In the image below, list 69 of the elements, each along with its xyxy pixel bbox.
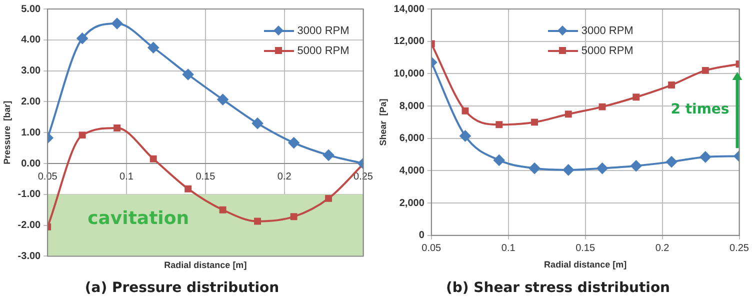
x-tick-label: 0.1 bbox=[501, 243, 516, 254]
y-axis-title: Pressure [bar] bbox=[2, 100, 12, 164]
annotation: 2 times bbox=[670, 102, 730, 118]
point bbox=[666, 156, 678, 168]
y-tick-label: 2,000 bbox=[399, 198, 425, 209]
point bbox=[564, 110, 572, 118]
point bbox=[290, 213, 298, 220]
y-tick-label: 0 bbox=[418, 230, 425, 242]
point bbox=[252, 118, 264, 129]
point bbox=[531, 118, 538, 126]
point bbox=[184, 185, 192, 192]
y-tick-label: 8,000 bbox=[399, 100, 425, 112]
text: (b) Shear stress distribution bbox=[446, 280, 670, 296]
x-tick-label: 0.2 bbox=[277, 171, 292, 182]
point bbox=[112, 18, 123, 30]
x-tick-label: 0.15 bbox=[196, 171, 216, 182]
point bbox=[148, 42, 159, 54]
point bbox=[219, 206, 226, 214]
y-tick-label: -2.00 bbox=[18, 220, 42, 232]
legend-label: 3000 RPM bbox=[297, 25, 350, 37]
point bbox=[596, 162, 608, 174]
y-tick-label: 0.00 bbox=[21, 158, 42, 170]
band-label: cavitation bbox=[88, 208, 190, 229]
point bbox=[668, 82, 676, 88]
point bbox=[702, 66, 709, 74]
point bbox=[632, 94, 640, 101]
y-tick-label: 2.00 bbox=[21, 96, 42, 108]
point bbox=[562, 164, 574, 176]
x-axis-title: Radial distance [m] bbox=[164, 260, 247, 270]
point bbox=[496, 121, 503, 128]
point bbox=[323, 150, 334, 161]
x-axis-title: Radial distance [m] bbox=[544, 259, 627, 270]
point bbox=[288, 137, 300, 148]
y-tick-label: 1.00 bbox=[21, 127, 42, 138]
x-tick-label: 0.2 bbox=[655, 243, 670, 254]
point bbox=[254, 218, 261, 225]
y-tick-label: -1.00 bbox=[18, 189, 42, 200]
point bbox=[494, 154, 505, 166]
x-tick-label: 0.1 bbox=[120, 171, 134, 182]
y-tick-label: -3.00 bbox=[18, 250, 42, 262]
y-tick-label: 5.00 bbox=[21, 4, 42, 15]
y-tick-label: 10,000 bbox=[394, 68, 425, 80]
legend-label: 3000 RPM bbox=[581, 25, 634, 37]
text: (a) Pressure distribution bbox=[84, 280, 280, 296]
point bbox=[150, 155, 157, 162]
point bbox=[529, 162, 540, 174]
point bbox=[460, 130, 471, 142]
point bbox=[598, 103, 606, 110]
y-tick-label: 14,000 bbox=[394, 4, 425, 15]
point bbox=[182, 69, 194, 80]
point bbox=[630, 160, 642, 172]
x-tick-label: 0.05 bbox=[422, 243, 442, 254]
y-tick-label: 4,000 bbox=[399, 165, 425, 176]
point bbox=[114, 124, 121, 132]
y-tick-label: 3.00 bbox=[21, 66, 42, 77]
point bbox=[325, 194, 332, 202]
x-tick-label: 0.25 bbox=[730, 243, 750, 254]
y-tick-label: 6,000 bbox=[399, 133, 425, 144]
x-tick-label: 0.15 bbox=[576, 243, 596, 254]
y-axis-title: Shear [Pa] bbox=[378, 98, 388, 146]
point bbox=[700, 151, 711, 162]
point bbox=[76, 32, 88, 44]
point bbox=[217, 94, 228, 106]
legend-label: 5000 RPM bbox=[581, 45, 634, 57]
legend-label: 5000 RPM bbox=[297, 45, 350, 57]
y-tick-label: 4.00 bbox=[21, 34, 42, 46]
y-tick-label: 12,000 bbox=[394, 36, 425, 48]
point bbox=[78, 132, 86, 139]
point bbox=[462, 107, 469, 114]
